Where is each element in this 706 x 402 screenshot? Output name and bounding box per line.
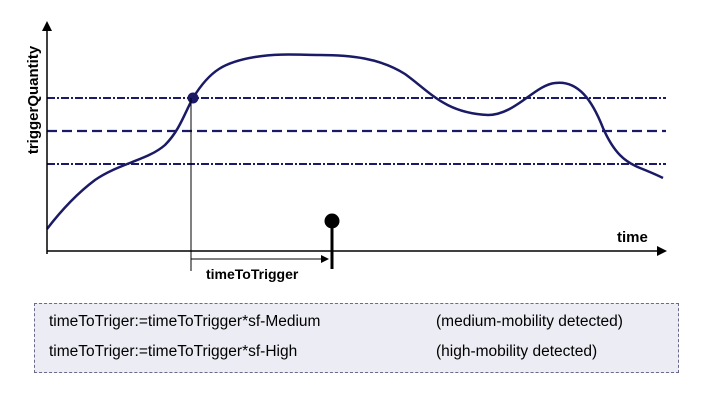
formula-expression-medium: timeToTriger:=timeToTrigger*sf-Medium (49, 313, 321, 330)
formula-row-high: timeToTriger:=timeToTrigger*sf-High (hig… (49, 343, 674, 363)
scaling-formula-box: timeToTriger:=timeToTrigger*sf-Medium (m… (34, 303, 679, 373)
threshold-crossing-dot (187, 92, 199, 104)
trigger-event-dot (324, 213, 340, 229)
formula-expression-high: timeToTriger:=timeToTrigger*sf-High (49, 343, 298, 360)
time-to-trigger-label: timeToTrigger (206, 266, 299, 282)
formula-note-high: (high-mobility detected) (436, 343, 598, 360)
trigger-quantity-curve (46, 53, 664, 230)
x-axis-label: time (617, 229, 648, 246)
y-axis-label: triggerQuantity (25, 45, 42, 154)
trigger-diagram: triggerQuantity time timeToTrigger (25, 21, 667, 282)
formula-note-medium: (medium-mobility detected) (436, 313, 623, 330)
formula-row-medium: timeToTriger:=timeToTrigger*sf-Medium (m… (49, 313, 674, 333)
